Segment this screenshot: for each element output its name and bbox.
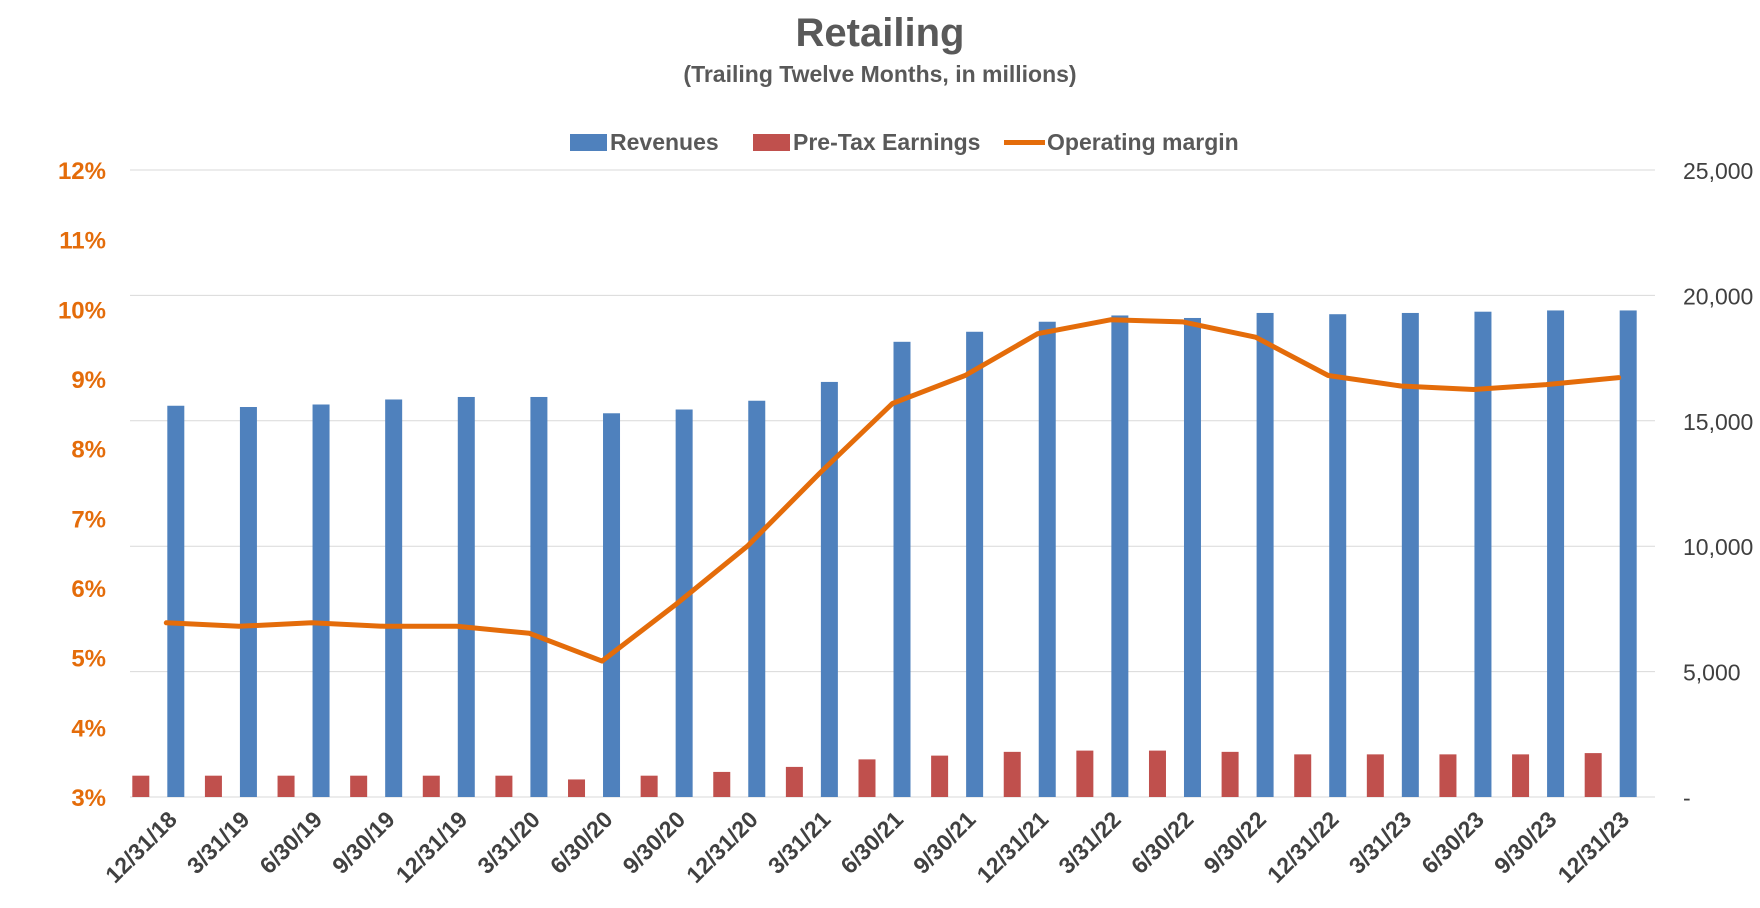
bar-pretax-earnings — [1294, 754, 1312, 797]
bar-pretax-earnings — [1148, 750, 1166, 797]
x-tick-label: 12/31/23 — [1553, 806, 1635, 888]
left-tick-label: 9% — [71, 367, 106, 394]
x-tick-label: 3/31/23 — [1344, 806, 1417, 879]
x-tick-label: 6/30/21 — [835, 806, 908, 879]
bar-pretax-earnings — [785, 766, 803, 797]
right-axis: - 5,000 10,000 15,000 20,000 25,000 — [1683, 158, 1753, 811]
x-tick-label: 3/31/20 — [472, 806, 545, 879]
gridlines — [130, 169, 1655, 798]
legend: Revenues Pre-Tax Earnings Operating marg… — [570, 129, 1239, 155]
bar-pretax-earnings — [132, 775, 150, 797]
x-tick-label: 12/31/21 — [972, 806, 1054, 888]
bar-pretax-earnings — [1584, 753, 1602, 797]
x-tick-label: 6/30/20 — [545, 806, 618, 879]
bar-revenues — [530, 396, 548, 797]
bar-pretax-earnings — [422, 775, 440, 797]
bar-pretax-earnings — [1076, 750, 1094, 797]
x-tick-label: 12/31/18 — [100, 806, 182, 888]
bar-pretax-earnings — [204, 775, 222, 797]
bar-revenues — [1256, 312, 1274, 797]
right-tick-label: 25,000 — [1683, 158, 1753, 184]
bar-revenues — [1547, 310, 1565, 797]
bar-revenues — [1474, 311, 1492, 797]
bar-revenues — [1401, 312, 1419, 797]
bar-pretax-earnings — [568, 779, 586, 797]
bar-revenues — [1183, 317, 1201, 797]
bar-pretax-earnings — [495, 775, 513, 797]
x-tick-label: 12/31/20 — [681, 806, 763, 888]
bar-revenues — [312, 404, 330, 797]
bar-revenues — [893, 341, 911, 797]
x-tick-label: 9/30/20 — [618, 806, 691, 879]
left-tick-label: 7% — [71, 506, 106, 533]
bar-revenues — [603, 413, 621, 797]
bar-revenues — [820, 381, 838, 797]
x-tick-label: 6/30/23 — [1416, 806, 1489, 879]
left-axis: 3% 4% 5% 6% 7% 8% 9% 10% 11% 12% — [58, 158, 106, 812]
x-tick-label: 3/31/22 — [1053, 806, 1126, 879]
left-tick-label: 6% — [71, 576, 106, 603]
x-tick-label: 12/31/19 — [391, 806, 473, 888]
line-layer — [163, 317, 1622, 664]
left-tick-label: 12% — [58, 158, 106, 185]
x-tick-label: 6/30/22 — [1126, 806, 1199, 879]
legend-label-pretax: Pre-Tax Earnings — [793, 129, 980, 155]
bar-pretax-earnings — [1439, 754, 1457, 797]
bar-pretax-earnings — [1366, 754, 1384, 797]
bar-pretax-earnings — [1003, 751, 1021, 797]
bar-pretax-earnings — [858, 759, 876, 797]
left-tick-label: 11% — [59, 228, 106, 255]
x-tick-label: 9/30/23 — [1489, 806, 1562, 879]
x-tick-label: 9/30/22 — [1198, 806, 1271, 879]
left-tick-label: 10% — [58, 297, 106, 324]
x-tick-label: 3/31/21 — [763, 806, 836, 879]
bar-pretax-earnings — [931, 755, 949, 797]
bar-pretax-earnings — [1221, 751, 1239, 797]
legend-label-revenues: Revenues — [610, 129, 719, 155]
chart-title: Retailing — [796, 11, 965, 55]
right-tick-label: 5,000 — [1683, 660, 1741, 686]
bar-pretax-earnings — [1512, 754, 1530, 797]
bars — [132, 310, 1637, 797]
left-tick-label: 4% — [71, 715, 106, 742]
bar-revenues — [1619, 310, 1637, 797]
bar-pretax-earnings — [640, 775, 658, 797]
x-tick-label: 12/31/22 — [1262, 806, 1344, 888]
bar-revenues — [1111, 315, 1129, 797]
bar-revenues — [966, 331, 984, 797]
bar-revenues — [748, 400, 766, 797]
bar-pretax-earnings — [277, 775, 295, 797]
x-tick-label: 3/31/19 — [182, 806, 255, 879]
bar-pretax-earnings — [350, 775, 368, 797]
legend-swatch-pretax — [753, 134, 790, 151]
x-tick-label: 9/30/19 — [327, 806, 400, 879]
bar-revenues — [457, 396, 475, 797]
legend-label-margin: Operating margin — [1047, 129, 1239, 155]
right-tick-label: 20,000 — [1683, 283, 1753, 309]
bar-revenues — [675, 409, 693, 797]
bar-revenues — [167, 405, 185, 797]
bar-revenues — [385, 399, 403, 797]
right-tick-label: - — [1683, 785, 1691, 811]
bar-revenues — [1329, 314, 1347, 797]
line-operating-margin — [163, 317, 1622, 664]
bar-revenues — [1038, 321, 1056, 797]
left-tick-label: 3% — [71, 785, 106, 812]
x-tick-label: 9/30/21 — [908, 806, 981, 879]
legend-swatch-revenues — [570, 134, 607, 151]
left-tick-label: 5% — [71, 646, 106, 673]
bar-pretax-earnings — [713, 771, 731, 797]
right-tick-label: 15,000 — [1683, 409, 1753, 435]
x-tick-label: 6/30/19 — [254, 806, 327, 879]
left-tick-label: 8% — [71, 437, 106, 464]
right-tick-label: 10,000 — [1683, 534, 1753, 560]
bar-revenues — [239, 407, 257, 797]
chart-subtitle: (Trailing Twelve Months, in millions) — [683, 61, 1076, 87]
